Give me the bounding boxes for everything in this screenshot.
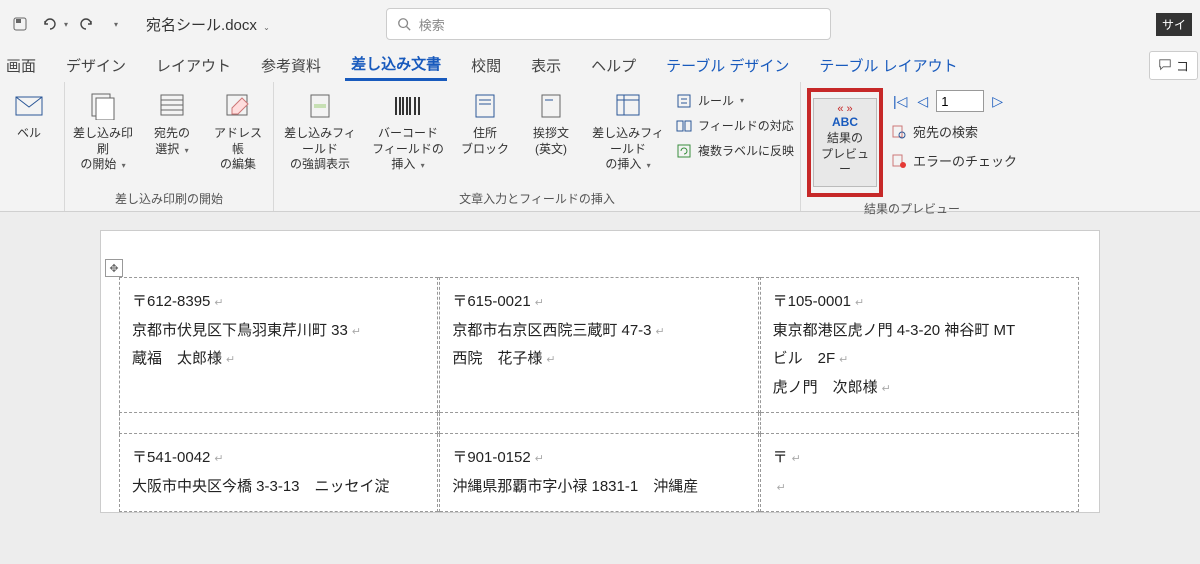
barcode-button[interactable]: バーコードフィールドの挿入 ▾ — [368, 88, 448, 173]
update-labels-button[interactable]: 複数ラベルに反映 — [676, 142, 794, 159]
undo-dropdown[interactable]: ▾ — [64, 20, 68, 29]
redo-button[interactable] — [74, 12, 98, 36]
title-bar: ▾ ▾ 宛名シール.docx ⌄ 検索 サイ — [0, 0, 1200, 48]
match-fields-button[interactable]: フィールドの対応 — [676, 117, 794, 134]
search-input[interactable]: 検索 — [386, 8, 831, 40]
find-recipient-button[interactable]: 宛先の検索 — [891, 122, 1017, 141]
undo-button[interactable] — [38, 12, 62, 36]
ribbon-mailings: ベル 差し込み印刷の開始 ▾ 宛先の選択 ▾ アドレス帳の編集 差し込み印刷の開… — [0, 82, 1200, 212]
tab-mailings[interactable]: 差し込み文書 — [345, 49, 447, 81]
record-number-input[interactable] — [936, 90, 984, 112]
preview-highlight: « » ABC 結果のプレビュー — [807, 88, 883, 197]
file-name[interactable]: 宛名シール.docx ⌄ — [146, 14, 270, 35]
label-cell[interactable]: 〒612-8395 京都市伏見区下鳥羽東芹川町 33 蔵福 太郎様 — [120, 278, 438, 413]
highlight-fields-button[interactable]: 差し込みフィールドの強調表示 — [280, 88, 360, 173]
select-recipients-button[interactable]: 宛先の選択 ▾ — [143, 88, 201, 157]
group-label-fields: 文章入力とフィールドの挿入 — [280, 187, 794, 211]
qat-customize[interactable]: ▾ — [114, 20, 118, 29]
tab-table-design[interactable]: テーブル デザイン — [660, 51, 795, 80]
group-label-create — [0, 190, 58, 211]
autosave-icon[interactable] — [8, 12, 32, 36]
start-mail-merge-button[interactable]: 差し込み印刷の開始 ▾ — [71, 88, 135, 173]
envelopes-button[interactable]: ベル — [0, 88, 58, 142]
comments-button[interactable]: コ — [1149, 51, 1198, 80]
label-cell[interactable]: 〒901-0152 沖縄県那覇市字小禄 1831-1 沖縄産 — [440, 434, 758, 512]
tab-view[interactable]: 表示 — [525, 51, 567, 80]
sidebar-toggle-button[interactable]: サイ — [1156, 13, 1192, 36]
tab-references[interactable]: 参考資料 — [255, 51, 327, 80]
tab-layout[interactable]: レイアウト — [150, 51, 237, 80]
document-area: ✥ 〒612-8395 京都市伏見区下鳥羽東芹川町 33 蔵福 太郎様 〒615… — [0, 212, 1200, 564]
greeting-line-button[interactable]: 挨拶文(英文) — [522, 88, 580, 157]
label-cell[interactable]: 〒541-0042 大阪市中央区今橋 3-3-13 ニッセイ淀 — [120, 434, 438, 512]
tab-table-layout[interactable]: テーブル レイアウト — [813, 51, 963, 80]
prev-record-button[interactable]: ◁ — [915, 93, 930, 110]
group-label-preview: 結果のプレビュー — [807, 197, 1017, 221]
tab-draw[interactable]: 画面 — [0, 51, 42, 80]
preview-results-button[interactable]: « » ABC 結果のプレビュー — [813, 98, 877, 187]
group-label-start: 差し込み印刷の開始 — [71, 187, 267, 211]
insert-merge-field-button[interactable]: 差し込みフィールドの挿入 ▾ — [588, 88, 668, 173]
rules-button[interactable]: ルール▾ — [676, 92, 794, 109]
ribbon-tabs: 画面 デザイン レイアウト 参考資料 差し込み文書 校閲 表示 ヘルプ テーブル… — [0, 48, 1200, 82]
label-cell[interactable]: 〒615-0021 京都市右京区西院三蔵町 47-3 西院 花子様 — [440, 278, 758, 413]
search-placeholder: 検索 — [419, 15, 445, 34]
page: ✥ 〒612-8395 京都市伏見区下鳥羽東芹川町 33 蔵福 太郎様 〒615… — [100, 230, 1100, 513]
record-navigation: |◁ ◁ ▷ — [891, 90, 1017, 112]
label-cell[interactable]: 〒 — [760, 434, 1078, 512]
tab-design[interactable]: デザイン — [60, 51, 132, 80]
label-table: 〒612-8395 京都市伏見区下鳥羽東芹川町 33 蔵福 太郎様 〒615-0… — [119, 277, 1079, 512]
edit-recipients-button[interactable]: アドレス帳の編集 — [209, 88, 267, 173]
check-errors-button[interactable]: エラーのチェック — [891, 151, 1017, 170]
tab-review[interactable]: 校閲 — [465, 51, 507, 80]
label-cell[interactable]: 〒105-0001 東京都港区虎ノ門 4-3-20 神谷町 MTビル 2F 虎ノ… — [760, 278, 1078, 413]
tab-help[interactable]: ヘルプ — [585, 51, 642, 80]
address-block-button[interactable]: 住所ブロック — [456, 88, 514, 157]
table-move-handle[interactable]: ✥ — [105, 259, 123, 277]
next-record-button[interactable]: ▷ — [990, 93, 1005, 110]
first-record-button[interactable]: |◁ — [891, 93, 909, 110]
